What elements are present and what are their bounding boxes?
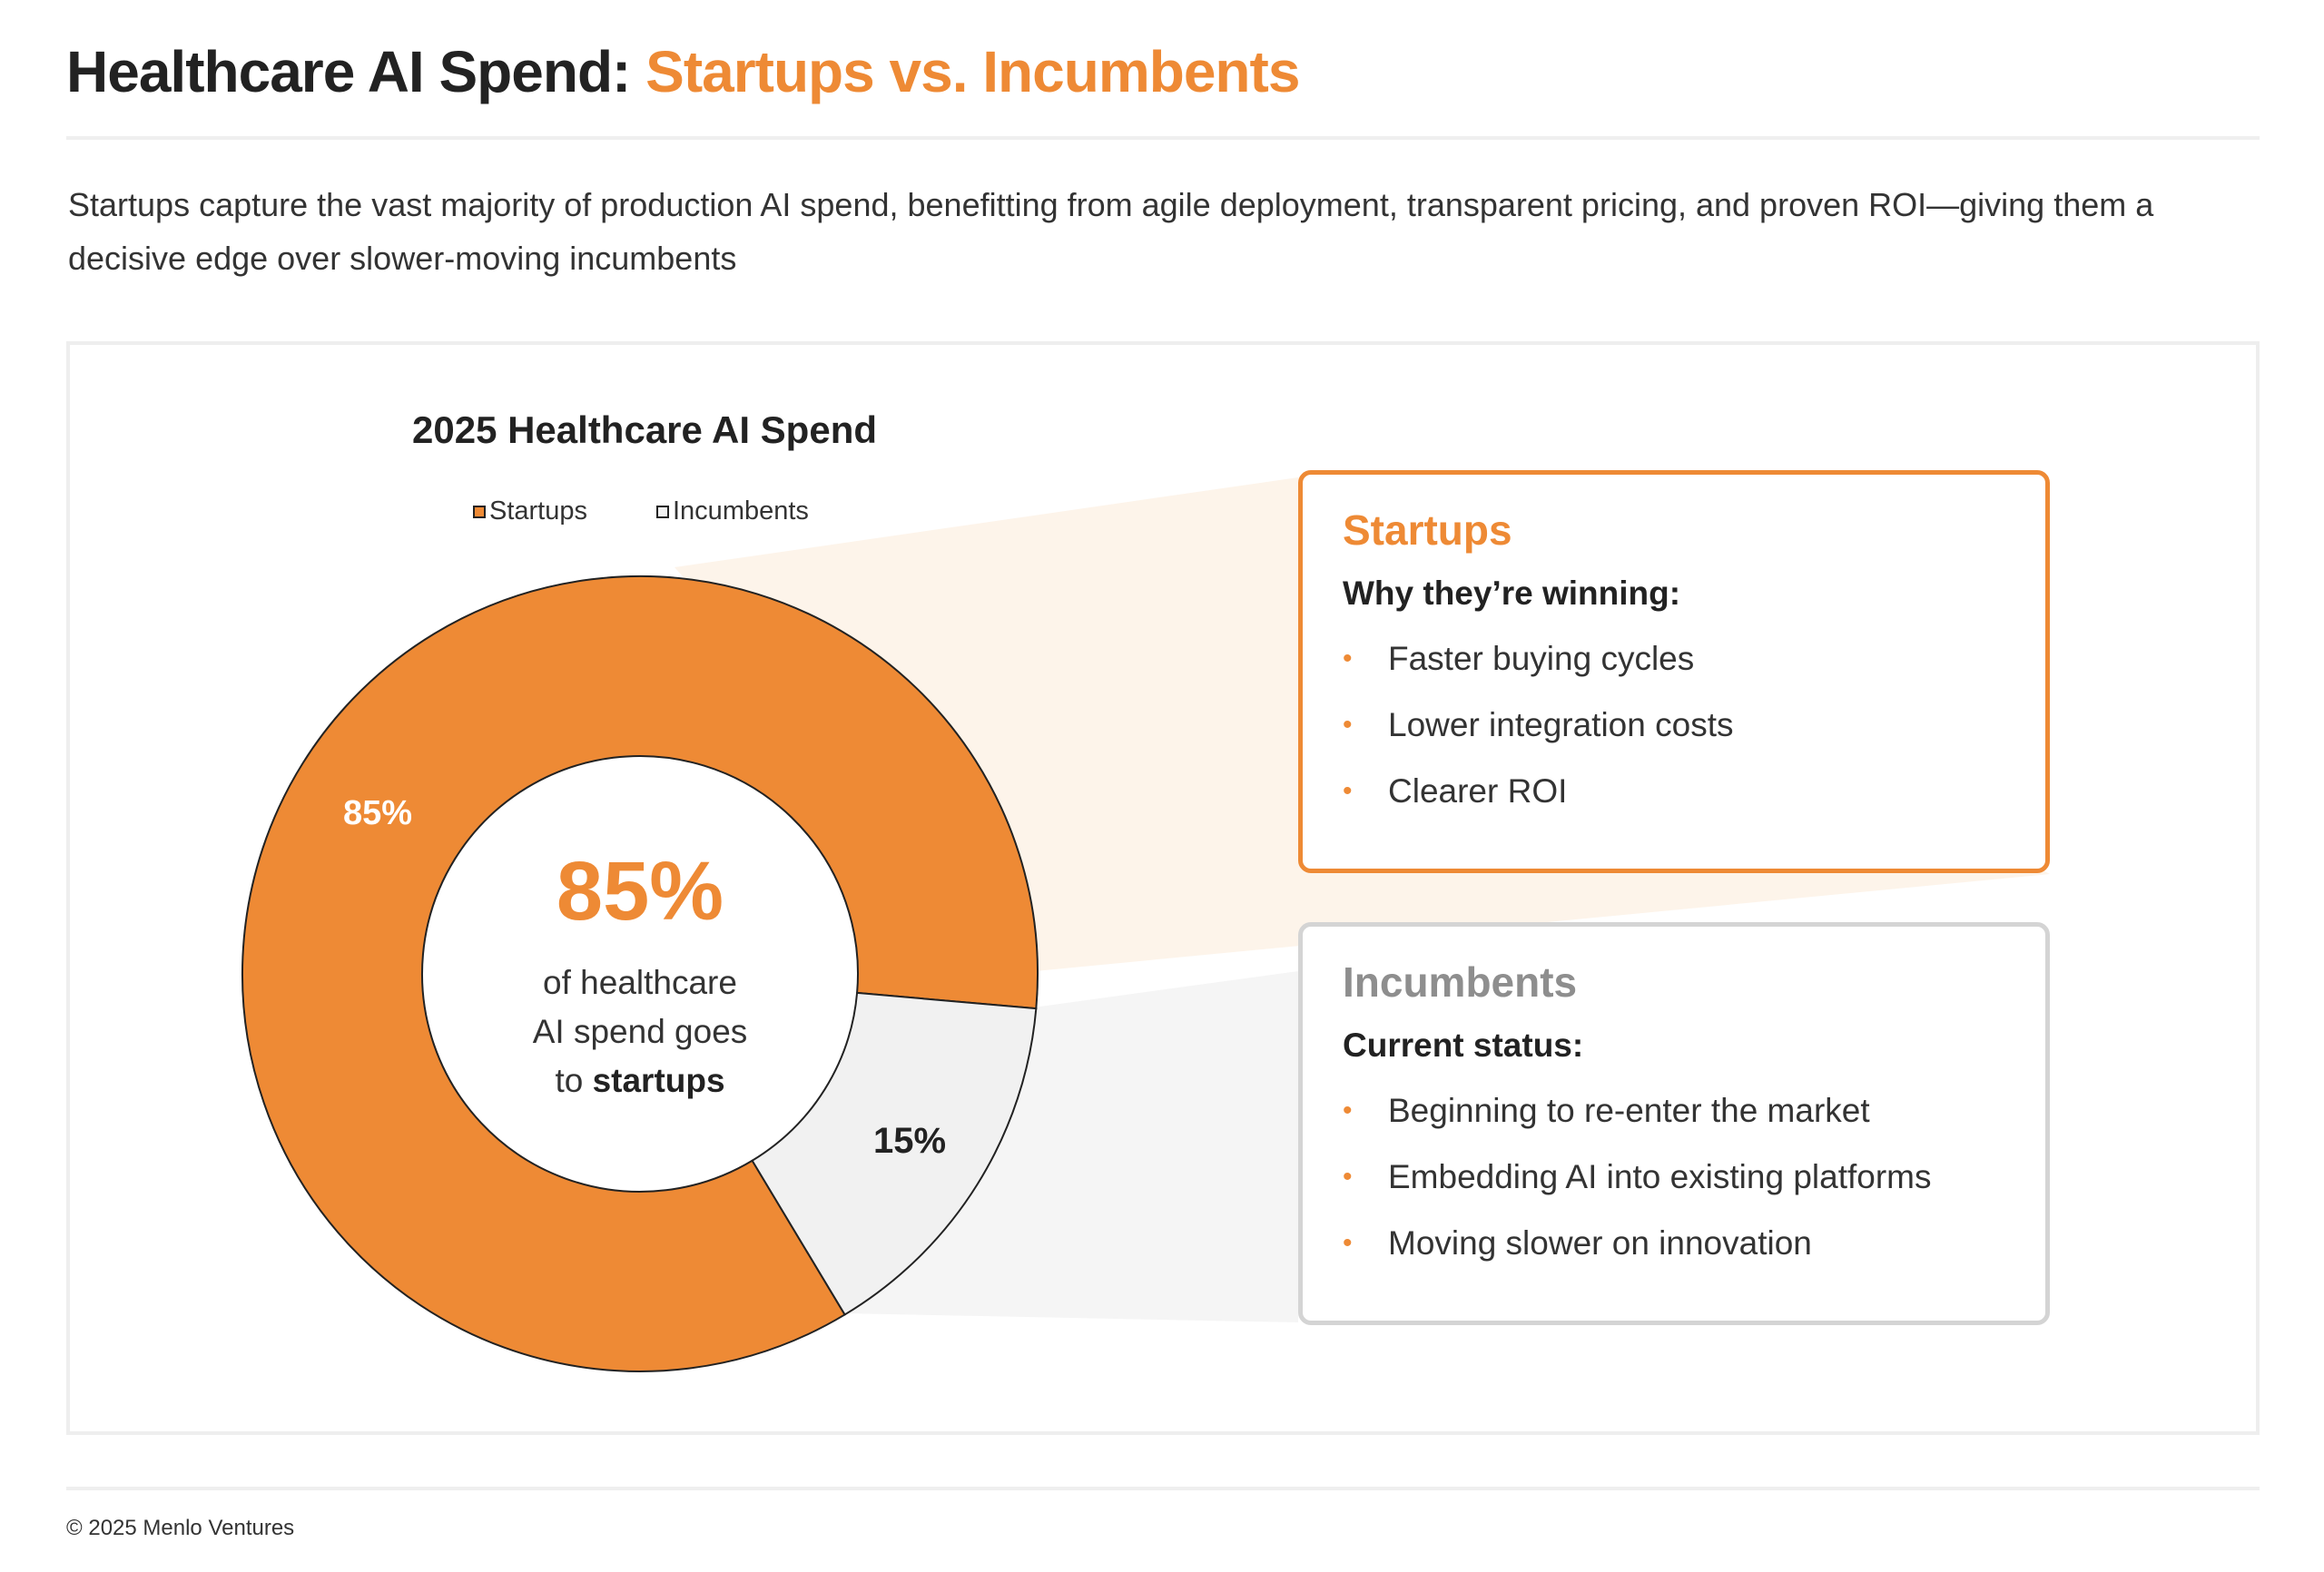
center-value: 85% — [556, 845, 724, 938]
donut-slice-startups — [241, 575, 1039, 1372]
footer-divider — [66, 1487, 2260, 1490]
incumbents-box: Incumbents Current status: • Beginning to… — [1298, 922, 2050, 1325]
legend-item-startups: Startups — [473, 496, 587, 526]
list-item: • Clearer ROI — [1343, 758, 2045, 824]
data-label-startups: 85% — [343, 794, 412, 832]
title-accent: Startups vs. Incumbents — [645, 39, 1300, 104]
center-line-3-prefix: to — [555, 1062, 584, 1099]
bullet-icon: • — [1343, 1095, 1353, 1125]
title-main: Healthcare AI Spend: — [66, 39, 631, 104]
chart-card — [66, 341, 2260, 1435]
list-item-text: Beginning to re-enter the market — [1388, 1092, 1870, 1129]
bullet-icon: • — [1343, 644, 1353, 673]
list-item-text: Lower integration costs — [1388, 706, 1734, 743]
startups-box: Startups Why they’re winning: • Faster bu… — [1298, 470, 2050, 873]
legend-label-incumbents: Incumbents — [673, 496, 809, 526]
incumbents-list: • Beginning to re-enter the market • Embed… — [1343, 1077, 2045, 1276]
bullet-icon: • — [1343, 776, 1353, 806]
center-line-1: of healthcare — [543, 964, 737, 1001]
list-item-text: Embedding AI into existing platforms — [1388, 1158, 1932, 1195]
incumbents-box-title: Incumbents — [1343, 958, 1578, 1006]
donut-slice-incumbents — [751, 991, 1038, 1316]
center-line-3: to startups — [458, 1056, 822, 1105]
startups-box-subheading: Why they’re winning: — [1343, 575, 1681, 612]
legend-item-incumbents: Incumbents — [656, 496, 809, 526]
chart-title: 2025 Healthcare AI Spend — [412, 408, 877, 451]
page-title: Healthcare AI Spend: Startups vs. Incumb… — [66, 38, 1300, 105]
data-label-incumbents: 15% — [873, 1121, 946, 1161]
list-item: • Faster buying cycles — [1343, 625, 2045, 692]
startups-box-title: Startups — [1343, 506, 1512, 554]
center-caption: of healthcare AI spend goes to startups — [458, 958, 822, 1105]
startups-list: • Faster buying cycles • Lower integration… — [1343, 625, 2045, 824]
list-item-text: Clearer ROI — [1388, 772, 1568, 810]
bullet-icon: • — [1343, 1162, 1353, 1192]
title-divider — [66, 136, 2260, 140]
legend-swatch-incumbents — [656, 505, 669, 518]
list-item-text: Faster buying cycles — [1388, 640, 1695, 677]
list-item: • Lower integration costs — [1343, 692, 2045, 758]
center-line-3-bold: startups — [592, 1062, 725, 1099]
center-line-2: AI spend goes — [532, 1013, 748, 1050]
list-item: • Moving slower on innovation — [1343, 1210, 2045, 1276]
list-item: • Beginning to re-enter the market — [1343, 1077, 2045, 1144]
footer-copyright: © 2025 Menlo Ventures — [66, 1516, 295, 1540]
list-item-text: Moving slower on innovation — [1388, 1224, 1812, 1262]
bullet-icon: • — [1343, 1228, 1353, 1258]
incumbents-connector-band — [842, 971, 1298, 1322]
legend-label-startups: Startups — [489, 496, 587, 526]
subtitle: Startups capture the vast majority of pr… — [68, 186, 2154, 277]
list-item: • Embedding AI into existing platforms — [1343, 1144, 2045, 1210]
incumbents-box-subheading: Current status: — [1343, 1027, 1584, 1064]
bullet-icon: • — [1343, 710, 1353, 740]
legend-swatch-startups — [473, 505, 486, 518]
